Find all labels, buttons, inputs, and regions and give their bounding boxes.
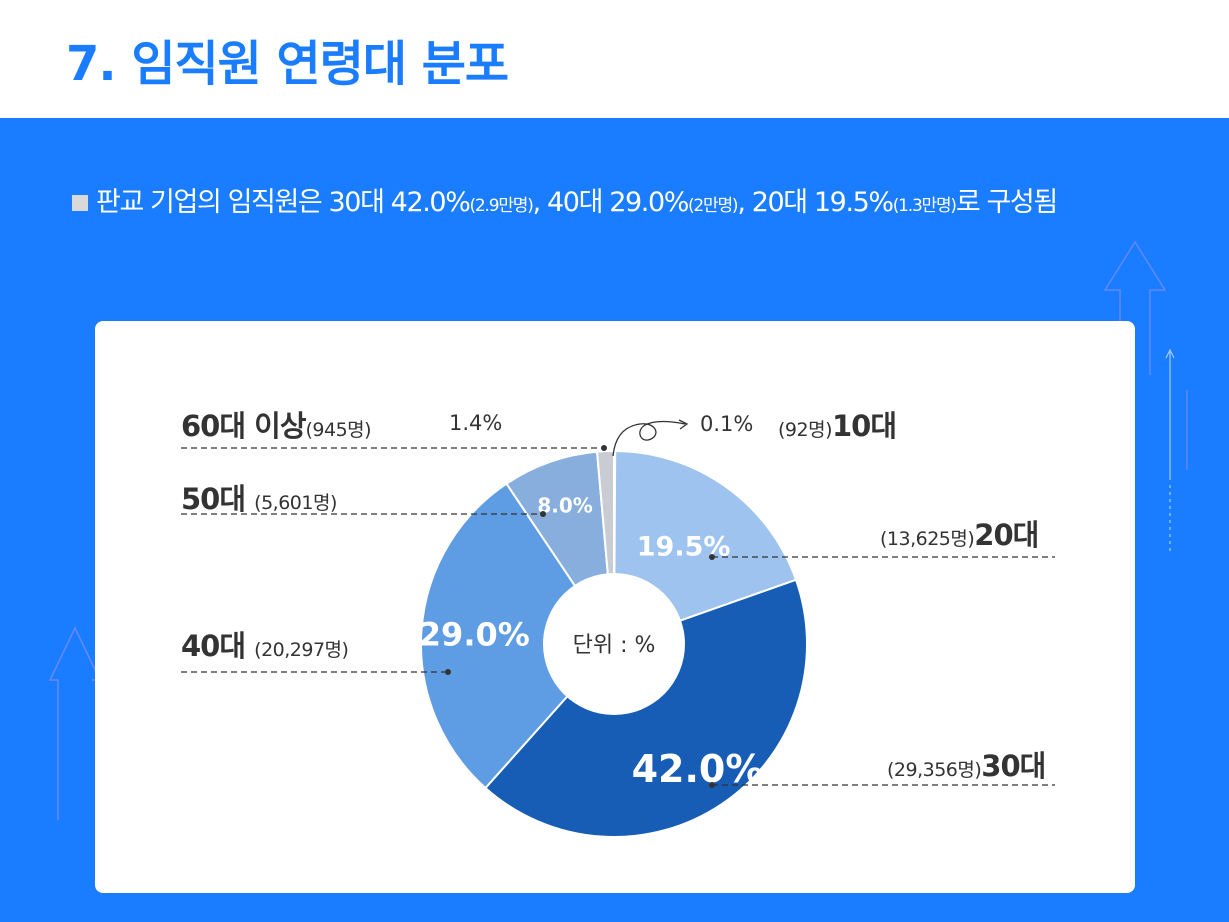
up-arrow-icon <box>1103 240 1167 375</box>
summary-sub-3: (1.3만명) <box>892 196 957 216</box>
leader-dot-2 <box>540 511 546 517</box>
slice-pct-label-4: 29.0% <box>419 616 530 654</box>
leader-dot-3 <box>445 669 451 675</box>
center-label: 단위 : % <box>573 633 656 658</box>
up-arrow-left-icon <box>48 626 102 820</box>
label-20s-count: (13,625명) <box>880 528 975 550</box>
donut-hole <box>543 573 685 715</box>
label-50s-count: (5,601명) <box>254 492 337 514</box>
summary-part-3: , 20대 19.5% <box>737 187 894 218</box>
pie-chart: 단위 : % 19.5% 42.0% 29.0% 8.0% <box>181 419 1055 838</box>
label-20s: (13,625명)20대 <box>880 512 1039 554</box>
label-30s: (29,356명)30대 <box>887 743 1046 785</box>
slice-pct-label-5: 8.0% <box>537 493 592 517</box>
summary-part-2: , 40대 29.0% <box>532 187 690 218</box>
label-40s-count: (20,297명) <box>254 639 349 661</box>
label-30s-name: 30대 <box>981 749 1046 783</box>
summary-sub-2: (2만명) <box>687 196 739 216</box>
label-50s: 50대 (5,601명) <box>181 476 337 518</box>
label-10s-name: 10대 <box>831 409 897 443</box>
label-60s-name: 60대 이상 <box>181 409 306 443</box>
curly-arrow-icon <box>612 420 686 457</box>
curly-arrow-head-icon <box>678 419 689 430</box>
leader-dot-5 <box>709 782 715 788</box>
leader-dot-4 <box>709 554 715 560</box>
thin-arrow-head-icon <box>1165 348 1175 359</box>
label-30s-count: (29,356명) <box>887 759 982 781</box>
pct-10s: 0.1% <box>700 412 754 436</box>
page-title: 7. 임직원 연령대 분포 <box>66 36 509 92</box>
slice-pct-label-2: 19.5% <box>637 532 731 563</box>
pct-60s: 1.4% <box>449 411 503 435</box>
summary-sub-1: (2.9만명) <box>469 196 533 216</box>
slice-pct-label-3: 42.0% <box>632 747 764 791</box>
bullet-square-icon <box>72 195 88 211</box>
summary-part-1: 판교 기업의 임직원은 30대 42.0% <box>96 187 471 218</box>
label-10s: (92명)10대 <box>778 403 897 445</box>
label-60s-count: (945명) <box>305 419 372 441</box>
label-40s: 40대 (20,297명) <box>181 623 349 665</box>
label-60s: 60대 이상(945명) <box>181 403 372 445</box>
pie-slice-3 <box>484 578 808 838</box>
label-20s-name: 20대 <box>974 518 1039 552</box>
summary-part-4: 로 구성됨 <box>955 187 1058 218</box>
header: 7. 임직원 연령대 분포 <box>0 0 1229 118</box>
label-10s-count: (92명) <box>778 419 832 441</box>
chart-card: 단위 : % 19.5% 42.0% 29.0% 8.0% 60대 이상(945명) 1… <box>95 321 1135 893</box>
label-50s-name: 50대 <box>181 482 246 516</box>
summary-line: 판교 기업의 임직원은 30대 42.0% (2.9만명), 40대 29.0%(… <box>72 180 1058 219</box>
pie-slice-4 <box>420 482 616 790</box>
label-40s-name: 40대 <box>181 629 246 663</box>
leader-dot-1 <box>601 445 607 451</box>
